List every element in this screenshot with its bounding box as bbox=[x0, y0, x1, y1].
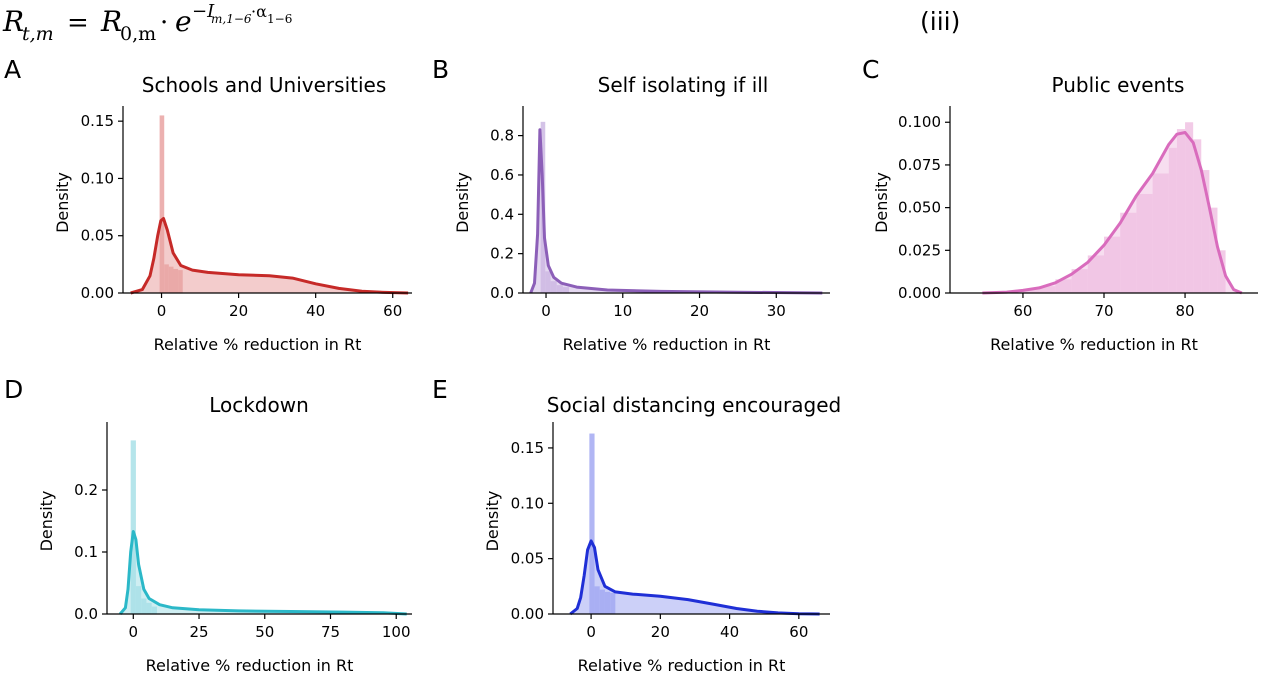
x-tick-label: 60 bbox=[383, 302, 402, 320]
y-axis-label: Density bbox=[872, 172, 891, 233]
density-area bbox=[530, 129, 823, 293]
x-tick-label: 40 bbox=[306, 302, 325, 320]
formula-exponent-alpha-subscript: 1−6 bbox=[267, 12, 292, 26]
chart-panel-c: C Public events 60 70 80 0.000 0.025 0.050 0.075… bbox=[862, 55, 1258, 354]
formula-lhs-subscript: t,m bbox=[22, 23, 54, 45]
y-tick-label: 0.15 bbox=[511, 439, 544, 457]
x-tick-label: 70 bbox=[1094, 302, 1113, 320]
x-tick-label: 100 bbox=[382, 623, 411, 641]
x-axis-label: Relative % reduction in Rt bbox=[990, 335, 1198, 354]
formula-e: e bbox=[175, 5, 192, 38]
formula-exponent-i: −I bbox=[192, 1, 215, 22]
density-line bbox=[118, 530, 407, 616]
y-tick-label: 0.15 bbox=[81, 112, 114, 130]
density-area bbox=[570, 540, 820, 614]
y-axis-label: Density bbox=[453, 172, 472, 233]
density-line bbox=[529, 128, 823, 295]
x-tick-label: 20 bbox=[651, 623, 670, 641]
density-area bbox=[130, 218, 409, 293]
chart-panel-d: D Lockdown 0 25 50 75 100 0.0 0.1 0.2 Relative % r… bbox=[4, 375, 412, 675]
formula-r0: R bbox=[100, 5, 122, 38]
y-tick-label: 0.2 bbox=[74, 481, 98, 499]
panel-letter: D bbox=[4, 375, 23, 404]
x-tick-label: 40 bbox=[720, 623, 739, 641]
y-tick-label: 0.8 bbox=[490, 127, 514, 145]
chart-panel-e: E Social distancing encouraged 0 20 40 60 0.00… bbox=[432, 375, 841, 675]
y-tick-label: 0.1 bbox=[74, 543, 98, 561]
histogram-bar bbox=[130, 440, 136, 614]
formula-r0-subscript: 0,m bbox=[120, 23, 156, 45]
x-tick-label: 0 bbox=[157, 302, 167, 320]
chart-panel-b: B Self isolating if ill 0 10 20 30 0.0 0.2 0.4 0.… bbox=[432, 55, 830, 354]
y-tick-label: 0.00 bbox=[511, 605, 544, 623]
y-tick-label: 0.075 bbox=[898, 156, 941, 174]
density-line bbox=[130, 217, 409, 295]
x-tick-label: 10 bbox=[613, 302, 632, 320]
x-axis-label: Relative % reduction in Rt bbox=[563, 335, 771, 354]
x-tick-label: 75 bbox=[321, 623, 340, 641]
x-tick-label: 50 bbox=[255, 623, 274, 641]
x-tick-label: 20 bbox=[690, 302, 709, 320]
y-axis-label: Density bbox=[483, 491, 502, 552]
chart-title: Public events bbox=[1052, 73, 1185, 97]
formula-exponent-i-subscript: m,1−6 bbox=[211, 12, 252, 26]
x-tick-label: 0 bbox=[129, 623, 139, 641]
y-tick-label: 0.10 bbox=[511, 494, 544, 512]
formula-dot: · bbox=[160, 8, 168, 38]
x-tick-label: 80 bbox=[1176, 302, 1195, 320]
y-tick-label: 0.00 bbox=[81, 284, 114, 302]
y-axis-label: Density bbox=[53, 172, 72, 233]
formula-r: R bbox=[2, 5, 24, 38]
y-tick-label: 0.05 bbox=[511, 550, 544, 568]
panel-letter: B bbox=[432, 55, 449, 84]
y-tick-label: 0.4 bbox=[490, 205, 514, 223]
panel-letter: E bbox=[432, 375, 448, 404]
chart-panel-a: A Schools and Universities 0 20 40 60 0.00 0.05… bbox=[4, 55, 412, 354]
y-tick-label: 0.6 bbox=[490, 166, 514, 184]
x-tick-label: 0 bbox=[541, 302, 551, 320]
y-tick-label: 0.025 bbox=[898, 241, 941, 259]
histogram-bar bbox=[159, 115, 165, 293]
y-tick-label: 0.000 bbox=[898, 284, 941, 302]
chart-title: Self isolating if ill bbox=[598, 73, 769, 97]
formula-equals: = bbox=[67, 8, 89, 38]
y-axis-label: Density bbox=[37, 491, 56, 552]
x-axis-label: Relative % reduction in Rt bbox=[146, 656, 354, 675]
panel-letter: A bbox=[4, 55, 21, 84]
y-tick-label: 0.0 bbox=[490, 284, 514, 302]
panel-tag: (iii) bbox=[920, 7, 960, 36]
y-tick-label: 0.05 bbox=[81, 227, 114, 245]
x-tick-label: 20 bbox=[229, 302, 248, 320]
density-line bbox=[982, 131, 1243, 295]
y-tick-label: 0.10 bbox=[81, 169, 114, 187]
chart-title: Lockdown bbox=[209, 393, 309, 417]
density-area bbox=[120, 531, 407, 614]
chart-title: Schools and Universities bbox=[142, 73, 387, 97]
x-tick-label: 0 bbox=[586, 623, 596, 641]
formula: R t,m = R 0,m · e −I m,1−6 ·α 1−6 bbox=[2, 1, 292, 45]
density-line bbox=[569, 539, 820, 616]
chart-title: Social distancing encouraged bbox=[547, 393, 841, 417]
x-axis-label: Relative % reduction in Rt bbox=[578, 656, 786, 675]
x-tick-label: 60 bbox=[789, 623, 808, 641]
x-tick-label: 25 bbox=[189, 623, 208, 641]
formula-exponent-alpha: ·α bbox=[251, 2, 267, 21]
y-tick-label: 0.0 bbox=[74, 605, 98, 623]
y-tick-label: 0.100 bbox=[898, 113, 941, 131]
y-tick-label: 0.050 bbox=[898, 199, 941, 217]
x-tick-label: 60 bbox=[1013, 302, 1032, 320]
panel-letter: C bbox=[862, 55, 879, 84]
density-area bbox=[982, 132, 1242, 293]
histogram-bar bbox=[589, 433, 595, 614]
x-axis-label: Relative % reduction in Rt bbox=[154, 335, 362, 354]
x-tick-label: 30 bbox=[767, 302, 786, 320]
y-tick-label: 0.2 bbox=[490, 245, 514, 263]
